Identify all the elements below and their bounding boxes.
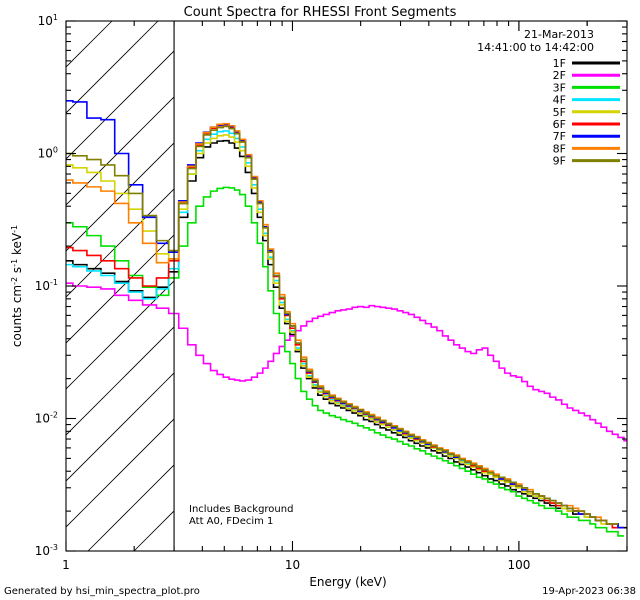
hatch-stroke <box>66 372 175 482</box>
observation-time-label: 14:41:00 to 14:42:00 <box>477 41 594 54</box>
low-energy-hatched-region <box>66 21 640 551</box>
hatch-lines <box>66 21 640 551</box>
y-tick-labels: 10-3 10-2 10-1 100 101 <box>35 13 58 558</box>
legend-label-9f: 9F <box>553 155 566 168</box>
hatch-stroke <box>66 280 175 390</box>
svg-text:counts cm-2 s-1 keV-1: counts cm-2 s-1 keV-1 <box>10 225 24 347</box>
hatch-stroke <box>87 464 175 551</box>
y-tick-label: 100 <box>38 146 58 161</box>
hatch-stroke <box>66 96 175 206</box>
series-line-9f <box>66 125 619 525</box>
legend-label-5f: 5F <box>553 106 566 119</box>
spectra-series-group <box>66 99 627 537</box>
legend-label-8f: 8F <box>553 142 566 155</box>
hatch-stroke <box>66 50 175 160</box>
footer-generator-text: Generated by hsi_min_spectra_plot.pro <box>4 586 200 597</box>
x-tick-label: 1 <box>62 558 70 572</box>
y-tick-label: 101 <box>38 13 58 28</box>
series-line-4f <box>66 130 624 529</box>
series-line-8f <box>66 122 619 525</box>
legend-label-7f: 7F <box>553 130 566 143</box>
hatch-stroke <box>66 234 175 344</box>
legend-label-6f: 6F <box>553 118 566 131</box>
series-line-2f <box>66 282 627 442</box>
x-tick-label: 100 <box>507 558 530 572</box>
series-line-1f <box>66 139 627 529</box>
x-tick-label: 10 <box>285 558 300 572</box>
legend-label-2f: 2F <box>553 69 566 82</box>
axis-ticks-group <box>65 20 628 552</box>
legend-label-4f: 4F <box>553 94 566 107</box>
series-line-3f <box>66 186 624 537</box>
series-line-6f <box>66 123 624 529</box>
x-axis-label: Energy (keV) <box>309 575 386 589</box>
legend-label-1f: 1F <box>553 57 566 70</box>
page-title: Count Spectra for RHESSI Front Segments <box>184 5 457 20</box>
series-line-7f <box>66 99 624 529</box>
series-line-5f <box>66 134 624 529</box>
y-tick-label: 10-3 <box>35 543 58 558</box>
x-tick-labels: 1 10 100 <box>62 558 530 572</box>
y-tick-label: 10-1 <box>35 278 58 293</box>
legend-label-3f: 3F <box>553 81 566 94</box>
annotation-includes-background: Includes Background <box>189 504 293 515</box>
y-tick-label: 10-2 <box>35 411 58 426</box>
y-axis-label: counts cm-2 s-1 keV-1 <box>10 225 24 347</box>
hatch-stroke <box>180 21 640 551</box>
observation-date-label: 21-Mar-2013 <box>524 28 594 41</box>
footer-timestamp: 19-Apr-2023 06:38 <box>542 586 636 597</box>
hatch-stroke <box>66 418 175 528</box>
hatch-stroke <box>66 21 159 114</box>
annotation-attenuator-state: Att A0, FDecim 1 <box>189 516 273 527</box>
